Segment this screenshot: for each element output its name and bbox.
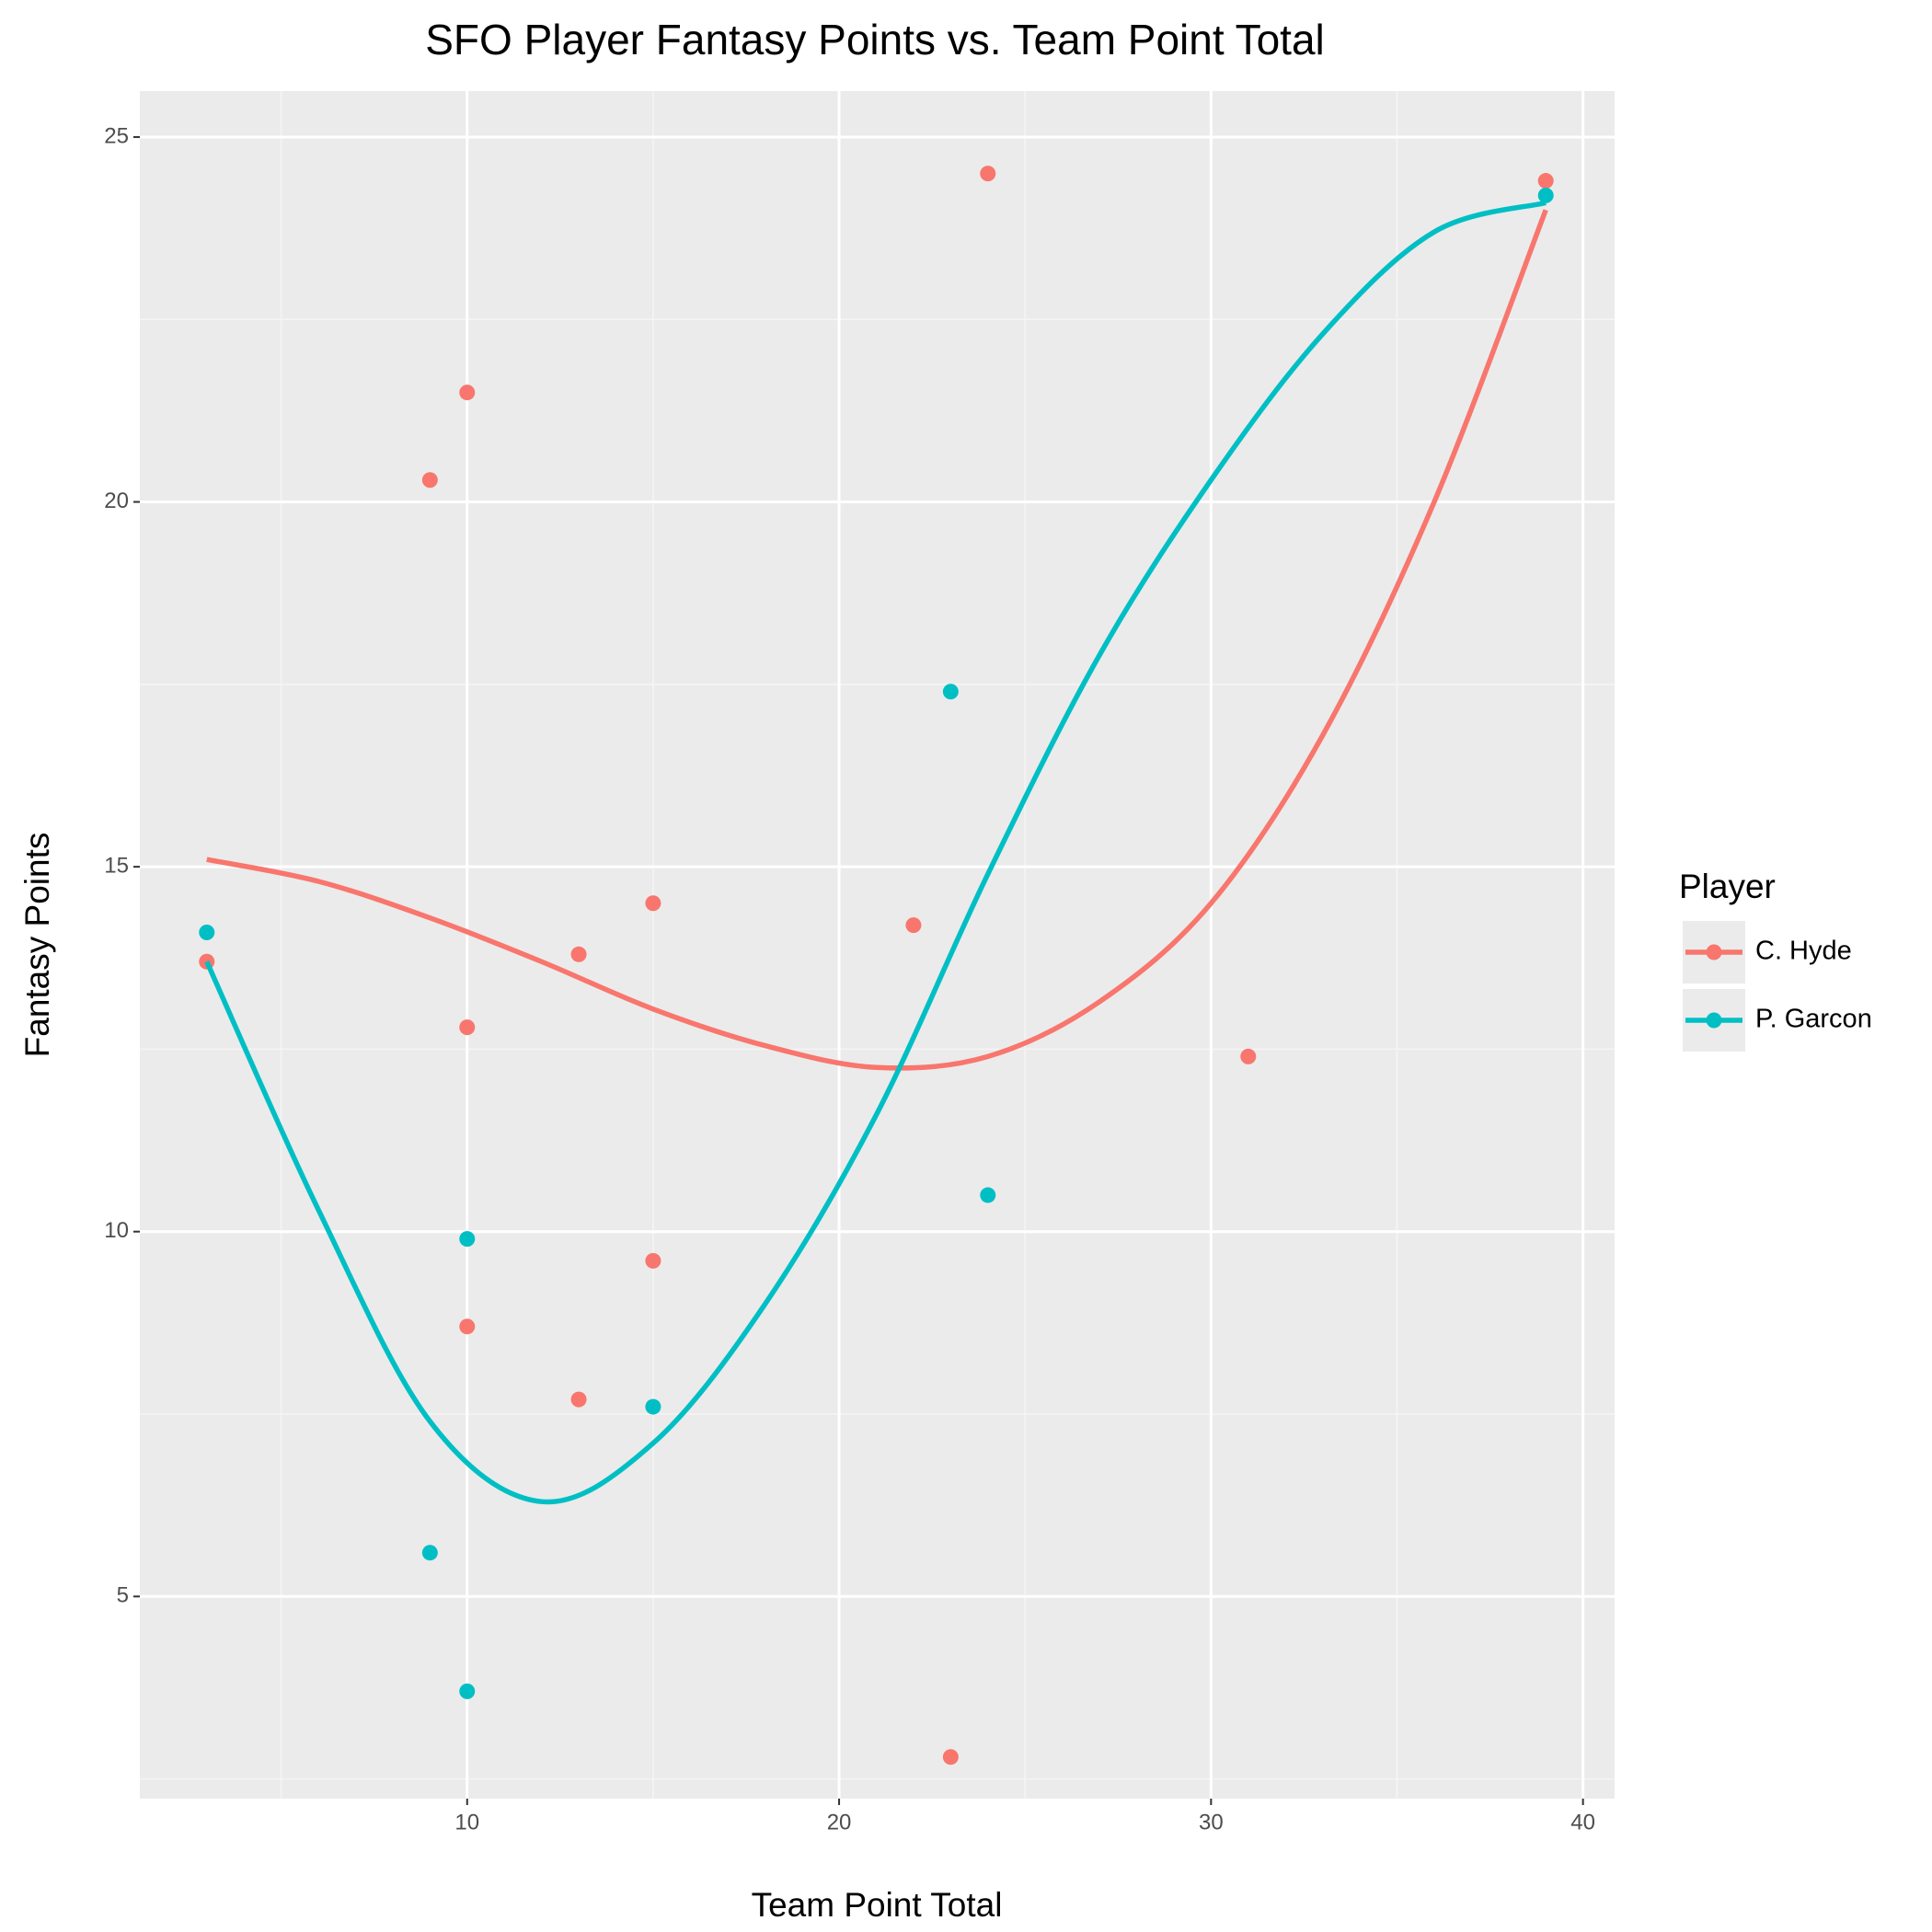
point [459,1019,476,1036]
legend-title: Player [1679,868,1776,905]
y-tick-label: 10 [104,1218,129,1243]
y-tick-label: 15 [104,853,129,878]
point [570,946,587,962]
legend-label: C. Hyde [1755,937,1852,966]
point [1240,1048,1257,1064]
fit-line [206,209,1548,1071]
point [645,895,661,912]
point [459,1683,476,1699]
x-tick-label: 20 [827,1810,852,1834]
chart-title: SFO Player Fantasy Points vs. Team Point… [425,16,1325,63]
point [942,684,959,700]
fit-line [204,200,1547,1505]
y-tick-label: 20 [104,489,129,513]
point [459,1318,476,1335]
legend-key-point [1706,1012,1722,1029]
point [421,472,438,489]
point [980,166,996,182]
point [1537,173,1554,190]
y-tick-label: 5 [117,1583,129,1608]
point [1537,187,1554,203]
point [905,917,922,934]
point [199,925,215,941]
point [980,1187,996,1203]
point [942,1749,959,1765]
legend-key-point [1706,944,1722,960]
y-axis-title: Fantasy Points [18,833,56,1058]
point [645,1252,661,1269]
x-tick-label: 40 [1570,1810,1595,1834]
panel [140,91,1615,1799]
point [459,1231,476,1248]
point [421,1545,438,1561]
legend-label: P. Garcon [1755,1005,1872,1034]
y-tick-label: 25 [104,123,129,148]
x-tick-label: 30 [1199,1810,1224,1834]
x-axis-title: Team Point Total [752,1886,1003,1924]
point [459,385,476,401]
point [570,1391,587,1408]
point [645,1398,661,1415]
x-tick-label: 10 [454,1810,479,1834]
